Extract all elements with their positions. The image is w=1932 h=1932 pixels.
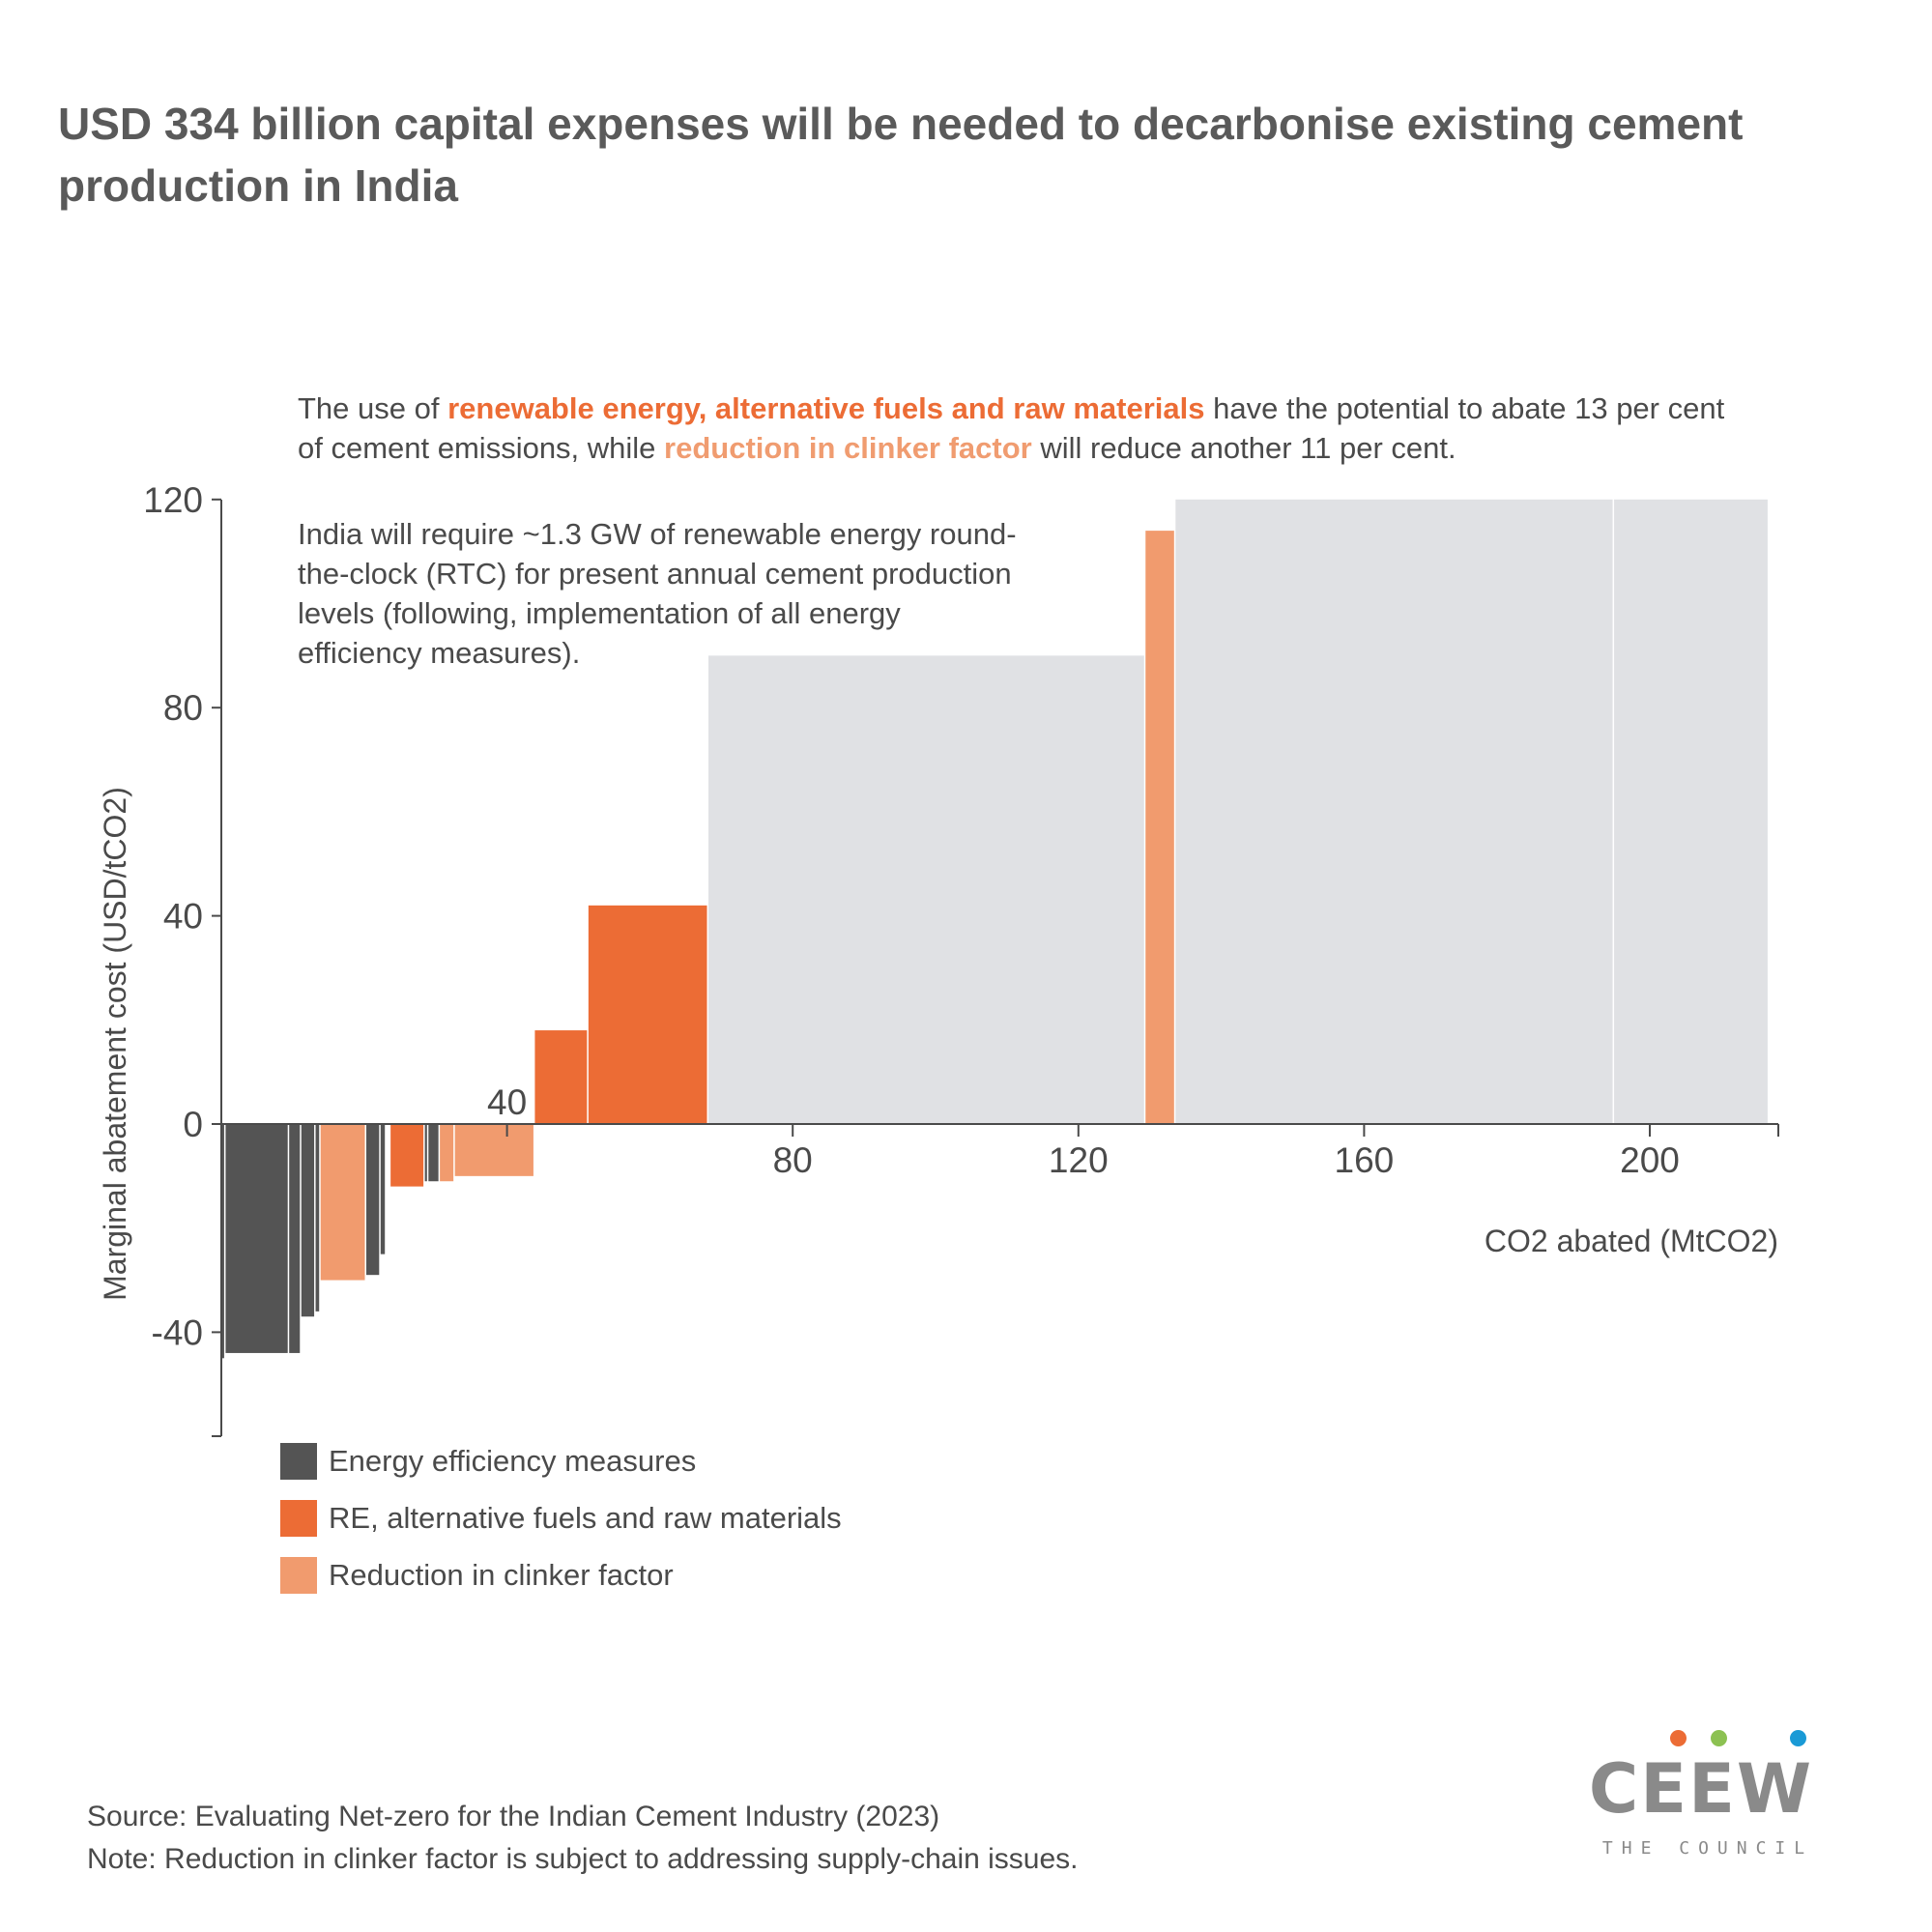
legend-item-clinker: Reduction in clinker factor (280, 1557, 842, 1594)
logo-dot-blue (1790, 1730, 1806, 1746)
x-tick-label: 200 (1620, 1140, 1680, 1180)
legend-item-energy-efficiency: Energy efficiency measures (280, 1443, 842, 1480)
bar-16 (1145, 531, 1174, 1124)
annotation-highlight-clinker: reduction in clinker factor (664, 431, 1032, 465)
bar-6 (366, 1124, 380, 1276)
y-tick-label: 0 (183, 1105, 203, 1144)
bar-3 (301, 1124, 315, 1317)
ceew-logo: CEEW THE COUNCIL (1585, 1730, 1817, 1865)
x-ticks-group: 40 80 120 160 200 (487, 1082, 1680, 1180)
x-tick-label: 40 (487, 1082, 527, 1122)
bar-17 (1175, 499, 1613, 1124)
bar-11 (440, 1124, 454, 1182)
logo-dot-green (1711, 1730, 1727, 1746)
annotation-emissions: The use of renewable energy, alternative… (298, 389, 1747, 468)
bars-group (221, 499, 1768, 1359)
bar-5 (320, 1124, 365, 1281)
bar-15 (707, 655, 1144, 1124)
legend: Energy efficiency measures RE, alternati… (280, 1443, 842, 1614)
legend-swatch (280, 1557, 317, 1594)
logo-dots (1670, 1730, 1815, 1749)
legend-item-re-alt-fuels: RE, alternative fuels and raw materials (280, 1500, 842, 1537)
bar-18 (1614, 499, 1768, 1124)
y-tick-label: -40 (152, 1312, 203, 1352)
logo-dot-orange (1670, 1730, 1687, 1746)
y-axis-label: Marginal abatement cost (USD/tCO2) (98, 787, 132, 1301)
annotation-highlight-re: renewable energy, alternative fuels and … (447, 391, 1205, 425)
legend-swatch (280, 1500, 317, 1537)
x-axis-label: CO2 abated (MtCO2) (1485, 1224, 1778, 1258)
legend-swatch (280, 1443, 317, 1480)
bar-12 (454, 1124, 533, 1176)
footer: Source: Evaluating Net-zero for the Indi… (87, 1796, 1079, 1881)
bar-10 (428, 1124, 439, 1182)
annotation-text: will reduce another 11 per cent. (1031, 431, 1456, 465)
clinker-note: Note: Reduction in clinker factor is sub… (87, 1843, 1079, 1875)
bar-14 (588, 905, 707, 1124)
y-tick-label: 120 (143, 480, 203, 520)
logo-subtext: THE COUNCIL (1601, 1838, 1814, 1859)
x-tick-label: 80 (773, 1140, 813, 1180)
y-tick-label: 80 (163, 688, 203, 728)
bar-1 (225, 1124, 288, 1353)
y-ticks-group: 120 80 40 0 -40 (143, 480, 221, 1352)
bar-7 (380, 1124, 386, 1254)
x-tick-label: 120 (1049, 1140, 1109, 1180)
annotation-text: The use of (298, 391, 448, 425)
axes-group (212, 500, 1779, 1437)
bar-13 (534, 1030, 588, 1124)
bar-9 (424, 1124, 427, 1182)
chart-title: USD 334 billion capital expenses will be… (58, 99, 1744, 211)
annotation-text: have the potential to abate 13 per cent … (298, 391, 1725, 465)
annotation-rtc: India will require ~1.3 GW of renewable … (298, 517, 1017, 670)
bar-0 (221, 1124, 224, 1359)
logo-wordmark: CEEW (1588, 1749, 1814, 1829)
legend-label: Energy efficiency measures (329, 1444, 697, 1478)
source-note: Source: Evaluating Net-zero for the Indi… (87, 1801, 940, 1832)
legend-label: RE, alternative fuels and raw materials (329, 1501, 842, 1535)
bar-2 (289, 1124, 301, 1353)
bar-4 (315, 1124, 320, 1312)
y-tick-label: 40 (163, 897, 203, 937)
legend-label: Reduction in clinker factor (329, 1558, 674, 1592)
bar-8 (390, 1124, 424, 1187)
x-tick-label: 160 (1335, 1140, 1395, 1180)
